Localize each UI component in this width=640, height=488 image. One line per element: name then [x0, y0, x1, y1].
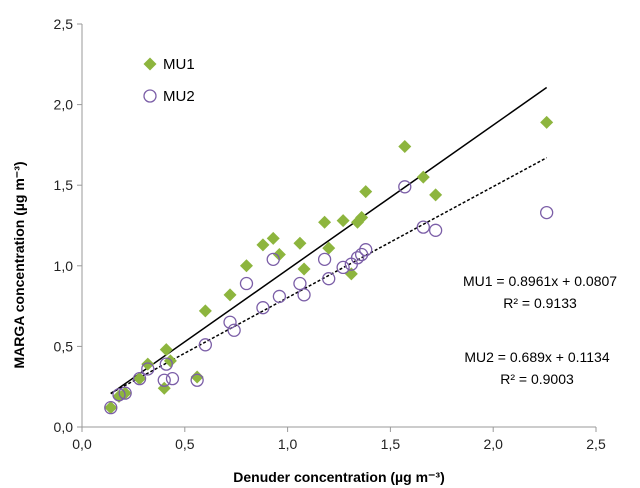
mu1-point	[398, 140, 412, 154]
mu1-point	[318, 215, 332, 229]
mu2-point	[104, 401, 118, 415]
legend-marker-mu1	[143, 57, 157, 71]
mu1-r2: R² = 0.9133	[503, 295, 577, 311]
mu1-point	[163, 354, 177, 368]
mu1-point	[104, 401, 118, 415]
x-tick-label: 0,5	[175, 436, 195, 452]
trendline-mu1	[110, 86, 548, 395]
mu1-point	[133, 372, 147, 386]
mu2-point	[266, 252, 280, 267]
mu1-point	[344, 267, 358, 281]
trendline-mu2	[110, 157, 548, 394]
mu2-point	[428, 223, 443, 237]
tick-group: 0,0 0,5 1,0 1,5 2,0 2,5 0,0 0,5 1,0 1,5 2,0 2,5	[54, 16, 606, 452]
mu2-point	[198, 338, 213, 352]
mu2-point	[398, 180, 412, 194]
mu1-point	[293, 236, 307, 250]
x-tick-label: 1,5	[381, 436, 401, 452]
mu2-point	[118, 386, 132, 400]
legend: MU1 MU2	[143, 56, 195, 105]
mu2-point	[141, 362, 155, 376]
mu1-point	[322, 241, 336, 255]
y-tick-label: 0,0	[54, 419, 74, 435]
mu2-point	[416, 220, 430, 234]
mu2-point	[317, 252, 332, 267]
data-points	[104, 115, 554, 415]
mu1-equation: MU1 = 0.8961x + 0.0807	[463, 273, 617, 289]
mu2-point	[239, 276, 254, 291]
y-tick-label: 1,5	[54, 177, 74, 193]
series-mu1	[104, 115, 554, 415]
y-tick-label: 0,5	[54, 338, 74, 354]
legend-marker-mu2	[143, 89, 157, 103]
mu1-point	[355, 210, 369, 224]
mu2-point	[350, 251, 365, 265]
mu2-point	[293, 276, 307, 291]
mu2-point	[272, 289, 287, 304]
legend-label-mu2: MU2	[163, 88, 195, 105]
axes	[81, 24, 596, 428]
x-tick-label: 2,5	[586, 436, 606, 452]
mu2-point	[354, 247, 369, 262]
mu1-point	[190, 370, 204, 384]
mu1-point	[141, 357, 155, 371]
mu1-point	[540, 115, 554, 129]
x-tick-label: 1,0	[278, 436, 298, 452]
mu2-point	[540, 205, 554, 220]
y-tick-label: 1,0	[54, 258, 74, 274]
mu2-point	[359, 243, 373, 257]
mu2-r2: R² = 0.9003	[500, 371, 574, 387]
mu1-point	[239, 259, 253, 273]
mu2-point	[336, 260, 350, 275]
mu1-point	[336, 214, 350, 228]
mu1-point	[198, 304, 212, 318]
mu2-point	[159, 357, 173, 371]
x-tick-label: 2,0	[483, 436, 503, 452]
mu1-point	[297, 262, 311, 276]
mu2-point	[322, 272, 336, 286]
mu1-point	[266, 231, 280, 245]
x-tick-label: 0,0	[72, 436, 92, 452]
x-axis-title: Denuder concentration (µg m⁻³)	[233, 469, 444, 485]
mu1-point	[359, 185, 373, 199]
y-axis-title: MARGA concentration (µg m⁻³)	[11, 161, 27, 368]
series-mu2	[104, 180, 554, 415]
mu1-point	[159, 343, 173, 357]
legend-label-mu1: MU1	[163, 56, 195, 73]
mu2-point	[157, 373, 171, 387]
mu1-point	[429, 188, 443, 202]
mu2-point	[132, 371, 147, 386]
y-tick-label: 2,0	[54, 97, 74, 113]
mu2-point	[190, 373, 204, 387]
mu1-point	[223, 288, 237, 302]
mu2-point	[223, 315, 237, 329]
y-tick-label: 2,5	[54, 16, 74, 32]
mu2-equation: MU2 = 0.689x + 0.1134	[464, 349, 609, 365]
trendline-group	[110, 86, 548, 395]
mu1-point	[272, 248, 286, 262]
mu1-point	[416, 170, 430, 184]
mu2-point	[297, 288, 311, 302]
mu2-point	[165, 371, 180, 386]
mu2-point	[112, 388, 126, 402]
mu1-point	[256, 238, 270, 252]
mu2-point	[227, 323, 241, 337]
mu2-point	[256, 301, 270, 315]
